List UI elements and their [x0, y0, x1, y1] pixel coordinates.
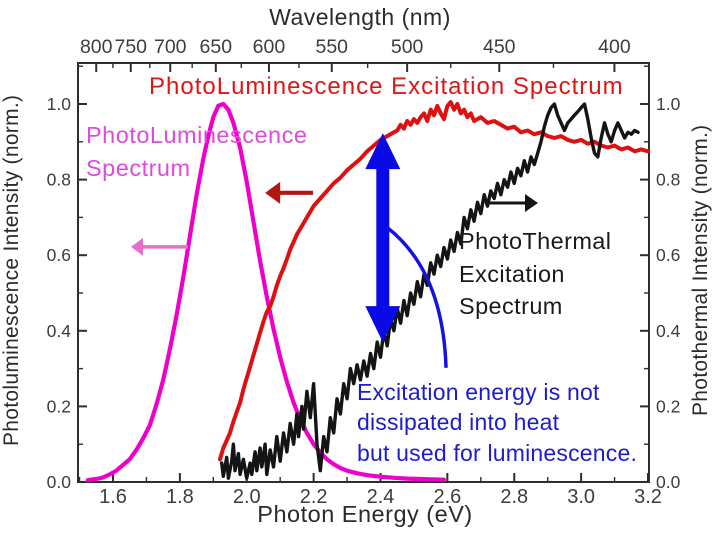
- pt-spectrum-label: PhotoThermal Excitation Spectrum: [459, 228, 612, 319]
- energy-difference-arrow: [365, 133, 401, 343]
- tick-label-top-450: 450: [483, 36, 516, 58]
- pl-spectrum-label: PhotoLuminescence Spectrum: [86, 122, 308, 181]
- tick-label-right-0.8: 0.8: [656, 170, 680, 190]
- tick-label-bottom-3: 3.0: [567, 486, 595, 508]
- tick-label-right-1: 1.0: [656, 94, 681, 114]
- tick-label-bottom-1.6: 1.6: [99, 486, 127, 508]
- tick-label-left-0.8: 0.8: [47, 170, 71, 190]
- tick-label-right-0.2: 0.2: [656, 396, 680, 416]
- tick-label-bottom-2: 2.0: [233, 486, 261, 508]
- left-axis-title: Photoluminescence Intensity (norm.): [0, 94, 23, 446]
- series-photothermal-excitation-spectrum: [219, 102, 640, 480]
- top-axis-title: Wavelength (nm): [269, 4, 451, 30]
- tick-label-left-0.4: 0.4: [47, 321, 72, 341]
- note-pointer-arc: [386, 226, 448, 368]
- tick-label-left-0: 0.0: [47, 472, 72, 492]
- ple-spectrum-label: PhotoLuminescence Excitation Spectrum: [149, 73, 624, 100]
- series-photoluminescence-spectrum: [85, 101, 447, 483]
- tick-label-bottom-2.4: 2.4: [367, 486, 395, 508]
- tick-label-top-700: 700: [154, 36, 187, 58]
- tick-label-top-650: 650: [200, 36, 233, 58]
- right-axis-title: Photothermal Intensity (norm.): [689, 124, 712, 416]
- tick-label-bottom-3.2: 3.2: [634, 486, 662, 508]
- tick-label-bottom-1.8: 1.8: [166, 486, 194, 508]
- tick-label-bottom-2.2: 2.2: [300, 486, 328, 508]
- tick-label-left-0.6: 0.6: [47, 245, 71, 265]
- pl-spectrum-arrow-head: [131, 237, 144, 256]
- tick-label-top-750: 750: [114, 36, 147, 58]
- tick-label-top-500: 500: [391, 36, 424, 58]
- plot-frame: [77, 62, 650, 483]
- tick-label-right-0: 0.0: [656, 472, 681, 492]
- tick-label-left-0.2: 0.2: [47, 396, 71, 416]
- tick-label-bottom-2.6: 2.6: [433, 486, 461, 508]
- series-photoluminescence-excitation-spectrum: [218, 100, 650, 462]
- ple-spectrum-arrow-head: [265, 181, 281, 204]
- bottom-axis-title: Photon Energy (eV): [257, 501, 473, 527]
- tick-label-top-400: 400: [598, 36, 631, 58]
- energy-note-label: Excitation energy is not dissipated into…: [357, 379, 638, 466]
- tick-label-right-0.6: 0.6: [656, 245, 680, 265]
- tick-label-bottom-2.8: 2.8: [500, 486, 528, 508]
- tick-label-top-800: 800: [80, 36, 113, 58]
- tick-label-right-0.4: 0.4: [656, 321, 681, 341]
- tick-label-left-1: 1.0: [47, 94, 72, 114]
- pt-spectrum-arrow-head: [524, 194, 538, 213]
- tick-label-top-550: 550: [315, 36, 348, 58]
- tick-label-top-600: 600: [253, 36, 286, 58]
